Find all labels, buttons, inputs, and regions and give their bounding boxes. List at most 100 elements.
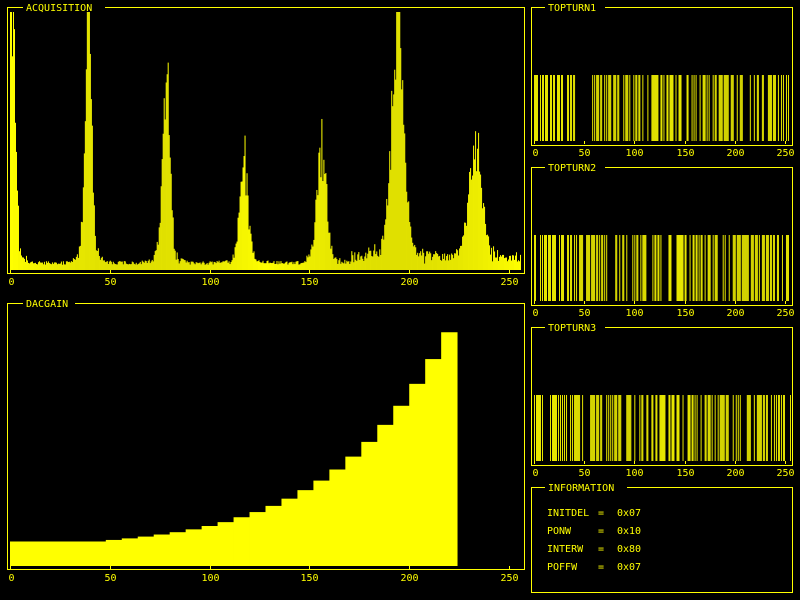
- acquisition-bar: [144, 260, 146, 270]
- topturn1-bit: [614, 75, 616, 141]
- x-tick-label: 50: [578, 148, 590, 159]
- topturn2-bit: [636, 235, 638, 301]
- topturn1-bit: [559, 75, 560, 141]
- acquisition-bar: [52, 263, 54, 270]
- topturn2-bit: [682, 235, 684, 301]
- topturn2-bit: [676, 235, 678, 301]
- acquisition-bar: [511, 260, 513, 270]
- acquisition-bar: [462, 236, 464, 270]
- acquisition-bar: [10, 12, 11, 270]
- acquisition-bar: [226, 260, 228, 270]
- acquisition-bar: [78, 246, 80, 270]
- topturn2-bit: [540, 235, 541, 301]
- acquisition-bar: [14, 122, 16, 270]
- acquisition-bar: [157, 244, 159, 270]
- acquisition-bar: [174, 250, 176, 270]
- dacgain-bar: [25, 541, 43, 566]
- topturn2-bit: [756, 235, 758, 301]
- topturn2-bit: [652, 235, 654, 301]
- topturn2-bit: [552, 235, 553, 301]
- acquisition-bar: [310, 249, 312, 270]
- topturn1-bit: [625, 75, 627, 141]
- information-lines: INITDEL = 0x07 PONW = 0x10 INTERW = 0x80…: [547, 508, 641, 573]
- acquisition-bar: [461, 245, 463, 270]
- acquisition-bar: [127, 264, 129, 270]
- acquisition-bar: [124, 261, 126, 270]
- acquisition-bar: [258, 260, 260, 270]
- acquisition-bar: [180, 258, 182, 270]
- topturn2-bit: [579, 235, 581, 301]
- topturn3-bit: [766, 395, 768, 461]
- acquisition-bar: [176, 252, 178, 270]
- topturn3-bit: [722, 395, 724, 461]
- acquisition-bar: [190, 261, 192, 270]
- topturn3-bit: [689, 395, 691, 461]
- acquisition-bar: [307, 257, 309, 270]
- acquisition-bar: [164, 119, 166, 270]
- acquisition-bar: [395, 79, 397, 270]
- acquisition-bar: [26, 260, 28, 270]
- topturn1-bit: [679, 75, 681, 141]
- acquisition-bar: [501, 256, 503, 270]
- dacgain-bar: [233, 517, 250, 566]
- acquisition-bar: [473, 145, 475, 270]
- acquisition-bar: [325, 172, 327, 270]
- topturn2-bit: [581, 235, 583, 301]
- topturn3-bit: [592, 395, 594, 461]
- topturn1-bit: [613, 75, 615, 141]
- topturn2-bit: [766, 235, 768, 301]
- acquisition-bar: [484, 206, 486, 270]
- topturn2-bit: [657, 235, 659, 301]
- acquisition-bar: [351, 251, 353, 270]
- acquisition-bar: [408, 201, 410, 270]
- topturn3-bit: [676, 395, 678, 461]
- topturn3-bit: [601, 395, 603, 461]
- info-eq: =: [598, 562, 604, 573]
- acquisition-bar: [208, 262, 210, 270]
- acquisition-bar: [482, 208, 484, 270]
- topturn2-bit: [606, 235, 608, 301]
- acquisition-bar: [102, 260, 104, 270]
- topturn1-bit: [719, 75, 721, 141]
- acquisition-bar: [397, 12, 399, 270]
- acquisition-bar: [175, 259, 177, 270]
- info-eq: =: [598, 526, 604, 537]
- acquisition-bar: [251, 241, 253, 270]
- topturn2-bit: [535, 235, 536, 301]
- topturn3-bit: [534, 395, 535, 461]
- acquisition-bar: [111, 264, 113, 270]
- topturn1-bit: [635, 75, 637, 141]
- topturn1-bit: [627, 75, 629, 141]
- topturn3-bit: [763, 395, 765, 461]
- acquisition-bar: [338, 260, 340, 270]
- acquisition-bar: [225, 260, 227, 270]
- topturn1-bit: [773, 75, 775, 141]
- acquisition-bar: [361, 255, 363, 270]
- acquisition-bar: [189, 264, 191, 270]
- dacgain-bar: [377, 424, 394, 566]
- topturn1-bit: [543, 75, 544, 141]
- info-label-interw: INTERW: [547, 544, 584, 555]
- topturn2-bit: [785, 235, 787, 301]
- topturn3-bit: [671, 395, 673, 461]
- topturn3-bit: [651, 395, 653, 461]
- topturn1-bit: [686, 75, 688, 141]
- acquisition-bar: [42, 264, 44, 270]
- x-tick-label: 150: [300, 277, 318, 288]
- acquisition-bar: [145, 261, 147, 270]
- topturn1-bit: [749, 75, 751, 141]
- dacgain-bar: [361, 441, 378, 566]
- acquisition-bar: [177, 259, 179, 270]
- acquisition-bar: [293, 262, 295, 270]
- topturn1-bit: [723, 75, 725, 141]
- topturn1-bit: [554, 75, 555, 141]
- acquisition-bar: [273, 261, 275, 270]
- topturn1-bit: [730, 75, 732, 141]
- acquisition-bar: [362, 258, 364, 270]
- topturn3-bit: [656, 395, 658, 461]
- topturn2-bit: [777, 235, 779, 301]
- topturn1-bit: [721, 75, 723, 141]
- acquisition-bar: [184, 260, 186, 270]
- acquisition-bar: [313, 239, 315, 270]
- acquisition-bar: [181, 258, 183, 270]
